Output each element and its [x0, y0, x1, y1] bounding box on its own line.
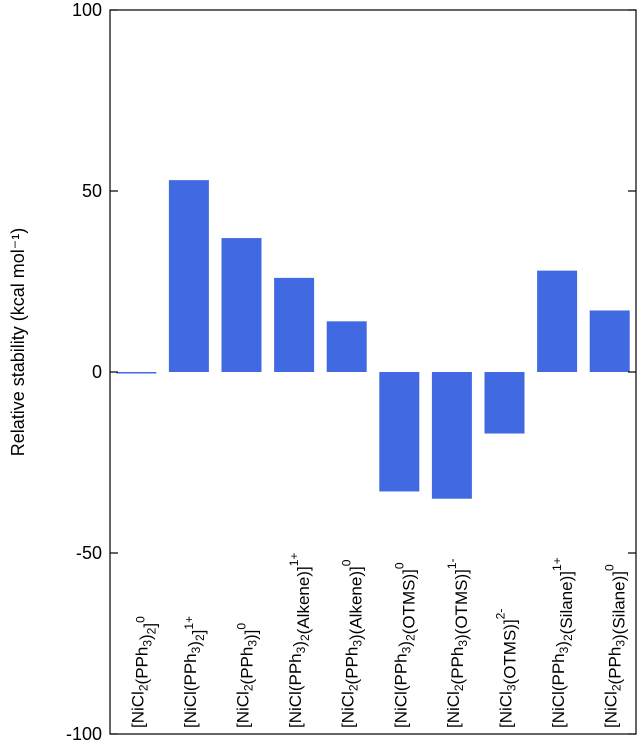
bar [116, 372, 157, 374]
y-tick-label: 50 [82, 181, 102, 201]
y-tick-label: 100 [72, 0, 102, 20]
bar [431, 372, 472, 499]
bar [274, 277, 315, 372]
category-label: [NiCl2(PPh3)(Alkene)]0 [339, 559, 366, 728]
bar [168, 180, 209, 372]
bars [116, 180, 630, 499]
category-label: [NiCl(PPh3)2(Alkene)]1+ [286, 553, 313, 728]
y-tick-label: 0 [92, 362, 102, 382]
plot-frame [109, 9, 637, 735]
category-label: [NiCl2(PPh3)2]0 [128, 616, 159, 728]
category-label: [NiCl2(PPh3)(Silane)]0 [602, 564, 629, 728]
category-label: [NiCl2(PPh3)(OTMS)]1- [444, 558, 471, 728]
y-axis-title: Relative stability (kcal mol⁻¹) [8, 228, 28, 457]
bar [379, 372, 420, 492]
bar [221, 238, 262, 372]
bar [326, 321, 367, 372]
y-tick-label: -50 [76, 543, 102, 563]
y-tick-label: -100 [66, 724, 102, 744]
category-labels: [NiCl2(PPh3)2]0 [NiCl(PPh3)2]1+ [NiCl2(PPh… [128, 553, 628, 728]
bar [484, 372, 525, 434]
bar [589, 310, 630, 372]
y-axis-ticks: 100 50 0 -50 -100 [66, 0, 636, 744]
category-label: [NiCl(PPh3)2(OTMS)]0 [391, 562, 418, 728]
category-label: [NiCl2(PPh3)]0 [234, 623, 261, 728]
category-label: [NiCl3(OTMS)]2- [494, 609, 520, 728]
category-label: [NiCl(PPh3)2]1+ [181, 616, 208, 728]
bar [537, 270, 578, 372]
category-label: [NiCl(PPh3)2(Silane)]1+ [549, 557, 576, 728]
